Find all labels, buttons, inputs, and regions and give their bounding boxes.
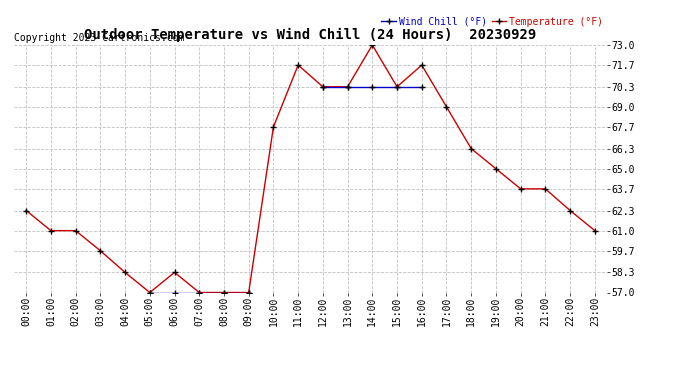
Temperature (°F): [96, 249, 104, 253]
Temperature (°F): [541, 187, 549, 191]
Temperature (°F): [121, 270, 129, 274]
Wind Chill (°F): [195, 290, 204, 295]
Line: Wind Chill (°F): Wind Chill (°F): [147, 290, 251, 295]
Temperature (°F): [492, 166, 500, 171]
Temperature (°F): [146, 290, 154, 295]
Temperature (°F): [294, 63, 302, 68]
Temperature (°F): [244, 290, 253, 295]
Wind Chill (°F): [244, 290, 253, 295]
Temperature (°F): [170, 270, 179, 274]
Wind Chill (°F): [220, 290, 228, 295]
Temperature (°F): [442, 105, 451, 109]
Temperature (°F): [591, 228, 599, 233]
Title: Outdoor Temperature vs Wind Chill (24 Hours)  20230929: Outdoor Temperature vs Wind Chill (24 Ho…: [84, 28, 537, 42]
Temperature (°F): [72, 228, 80, 233]
Temperature (°F): [22, 208, 30, 213]
Temperature (°F): [467, 146, 475, 151]
Temperature (°F): [517, 187, 525, 191]
Temperature (°F): [566, 208, 574, 213]
Wind Chill (°F): [170, 290, 179, 295]
Temperature (°F): [47, 228, 55, 233]
Temperature (°F): [368, 43, 377, 47]
Temperature (°F): [220, 290, 228, 295]
Legend: Wind Chill (°F), Temperature (°F): Wind Chill (°F), Temperature (°F): [377, 13, 607, 31]
Temperature (°F): [393, 84, 401, 89]
Temperature (°F): [344, 84, 352, 89]
Temperature (°F): [269, 125, 277, 129]
Line: Temperature (°F): Temperature (°F): [23, 42, 598, 295]
Temperature (°F): [417, 63, 426, 68]
Wind Chill (°F): [146, 290, 154, 295]
Temperature (°F): [319, 84, 327, 89]
Temperature (°F): [195, 290, 204, 295]
Text: Copyright 2023 Cartronics.com: Copyright 2023 Cartronics.com: [14, 33, 184, 42]
